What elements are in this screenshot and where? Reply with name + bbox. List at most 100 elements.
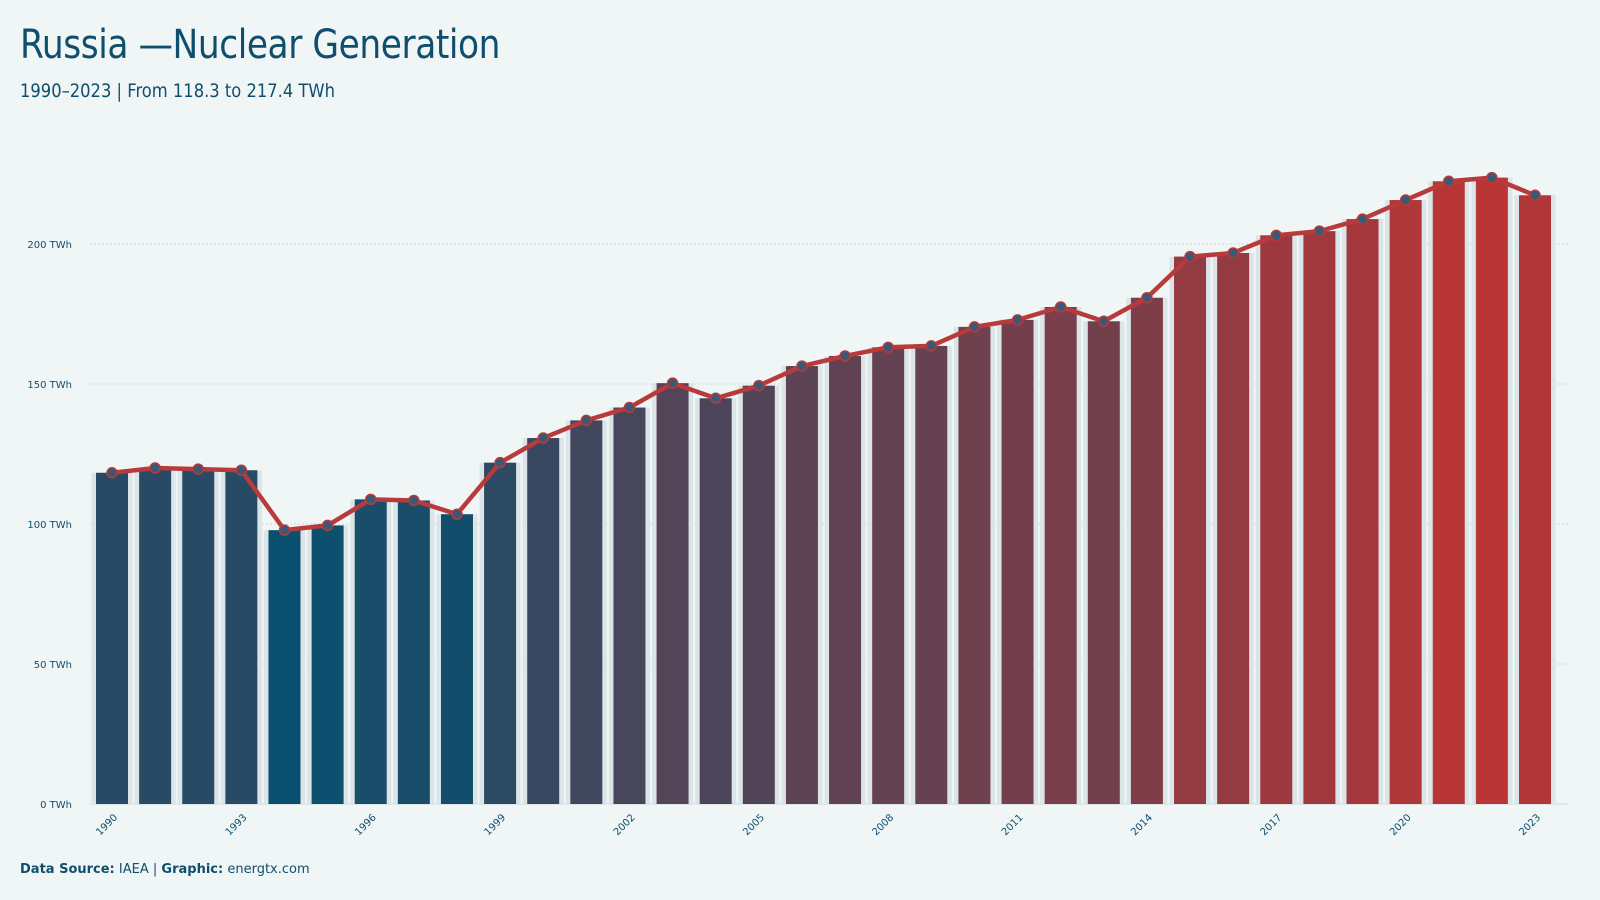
bar-2023 [1519, 195, 1551, 804]
bar-1998 [440, 514, 473, 804]
point-1991 [149, 462, 161, 474]
point-2022 [1486, 171, 1498, 184]
bar-2003 [656, 383, 689, 804]
bar-2011 [1001, 319, 1034, 804]
bar-1999 [484, 462, 517, 804]
bar-2022 [1475, 177, 1508, 804]
y-tick-label: 50 TWh [34, 660, 72, 671]
graphic-label: Graphic: [161, 862, 224, 877]
point-1992 [192, 463, 204, 475]
point-1999 [494, 456, 506, 469]
graphic-value: energtx.com [227, 862, 310, 877]
bar-1992 [182, 469, 215, 804]
bar-1994 [268, 530, 301, 804]
x-tick-label: 2014 [1129, 812, 1155, 838]
point-2001 [580, 414, 593, 427]
point-2020 [1399, 194, 1412, 206]
x-tick-label: 1993 [224, 812, 250, 838]
point-2004 [709, 392, 722, 405]
bar-2004 [699, 398, 732, 804]
point-2018 [1313, 225, 1326, 237]
bar-2013 [1087, 321, 1120, 804]
points [106, 171, 1541, 536]
bar-1990 [96, 472, 128, 804]
bar-2005 [742, 385, 775, 804]
footer-separator: | [152, 862, 158, 877]
point-2016 [1227, 247, 1239, 259]
y-tick-label: 150 TWh [27, 380, 72, 391]
point-2002 [623, 401, 636, 414]
y-tick-label: 200 TWh [27, 240, 72, 251]
point-2009 [925, 340, 938, 352]
bar-2014 [1130, 297, 1163, 804]
point-1993 [235, 464, 248, 476]
point-1998 [451, 508, 463, 520]
footer: Data Source: IAEA | Graphic: energtx.com [20, 862, 310, 877]
x-tick-label: 2011 [1000, 812, 1026, 838]
x-tick-label: 2005 [741, 812, 767, 838]
point-2011 [1011, 314, 1024, 326]
bar-2021 [1432, 181, 1465, 804]
bar-1991 [139, 468, 172, 804]
bar-2008 [872, 347, 905, 804]
point-2017 [1270, 229, 1283, 242]
point-2019 [1356, 213, 1369, 225]
bar-2000 [527, 438, 560, 804]
point-2005 [753, 379, 765, 392]
x-tick-label: 1999 [482, 812, 508, 838]
bar-1996 [354, 499, 387, 804]
point-2014 [1141, 292, 1153, 304]
bar-2010 [958, 326, 991, 804]
bar-2020 [1389, 200, 1422, 805]
x-axis: 1990 1993 1996 1999 2002 2005 2008 2011 2014 2017… [94, 812, 1543, 838]
y-tick-label: 100 TWh [27, 520, 72, 531]
source-value: IAEA [118, 862, 149, 877]
point-2000 [537, 432, 549, 444]
bar-1997 [397, 500, 430, 804]
point-2003 [666, 377, 679, 389]
point-2021 [1443, 175, 1455, 188]
trend-line [109, 175, 1538, 533]
trend-line-path [109, 175, 1538, 533]
chart-subtitle: 1990–2023 | From 118.3 to 217.4 TWh [20, 80, 335, 102]
bars [91, 177, 1556, 805]
point-2010 [968, 321, 981, 333]
y-axis: 0 TWh 50 TWh 100 TWh 150 TWh 200 TWh [27, 240, 72, 811]
bar-2012 [1044, 307, 1077, 804]
point-1995 [321, 519, 334, 532]
bar-2009 [915, 345, 948, 804]
bar-2016 [1217, 252, 1250, 804]
bar-2017 [1260, 235, 1293, 804]
point-1996 [364, 493, 377, 506]
point-1990 [106, 467, 118, 479]
bar-2015 [1174, 256, 1207, 805]
point-1994 [278, 524, 291, 536]
point-2023 [1529, 189, 1541, 202]
bar-2001 [570, 420, 603, 804]
point-2006 [796, 360, 808, 372]
x-tick-label: 2017 [1259, 812, 1285, 838]
bar-2007 [829, 356, 862, 804]
x-tick-label: 2023 [1517, 812, 1543, 838]
y-tick-label: 0 TWh [40, 800, 72, 811]
point-2013 [1098, 315, 1110, 328]
x-tick-label: 2020 [1388, 812, 1414, 838]
bar-2002 [613, 407, 646, 804]
bar-1993 [225, 470, 258, 804]
point-2007 [839, 350, 851, 362]
point-2012 [1054, 301, 1067, 313]
x-tick-label: 1990 [94, 812, 120, 838]
point-2008 [882, 341, 894, 354]
bar-1995 [311, 525, 344, 804]
source-label: Data Source: [20, 862, 115, 877]
point-1997 [408, 494, 420, 507]
x-tick-label: 2008 [871, 812, 897, 838]
x-tick-label: 1996 [353, 812, 379, 838]
bar-2018 [1303, 231, 1336, 804]
chart-title: Russia —Nuclear Generation [20, 22, 501, 68]
x-tick-label: 2002 [612, 812, 638, 838]
bar-2019 [1346, 219, 1379, 804]
point-2015 [1184, 250, 1196, 263]
bar-2006 [785, 366, 818, 804]
